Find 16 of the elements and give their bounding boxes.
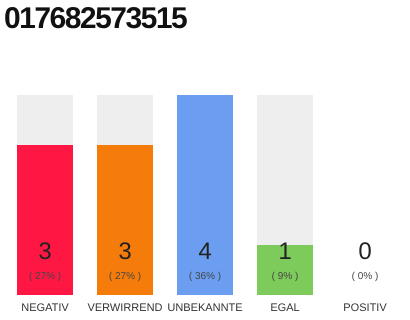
x-tick-label: VERWIRREND xyxy=(88,302,163,314)
x-tick-label: POSITIV xyxy=(343,302,388,314)
data-label: 4 xyxy=(198,238,212,265)
annotation: ( 0% ) xyxy=(352,271,378,282)
data-label: 0 xyxy=(358,238,372,265)
data-label: 1 xyxy=(278,238,292,265)
annotation: ( 27% ) xyxy=(28,271,62,282)
chart-title: 017682573515 xyxy=(4,2,186,36)
annotation: ( 36% ) xyxy=(188,271,222,282)
data-label: 3 xyxy=(118,238,132,265)
x-tick-label: EGAL xyxy=(270,302,300,314)
x-tick-label: NEGATIV xyxy=(21,302,70,314)
x-tick-label: UNBEKANNTE xyxy=(167,302,243,314)
annotation: ( 27% ) xyxy=(108,271,142,282)
data-label: 3 xyxy=(38,238,52,265)
annotation: ( 9% ) xyxy=(272,271,298,282)
